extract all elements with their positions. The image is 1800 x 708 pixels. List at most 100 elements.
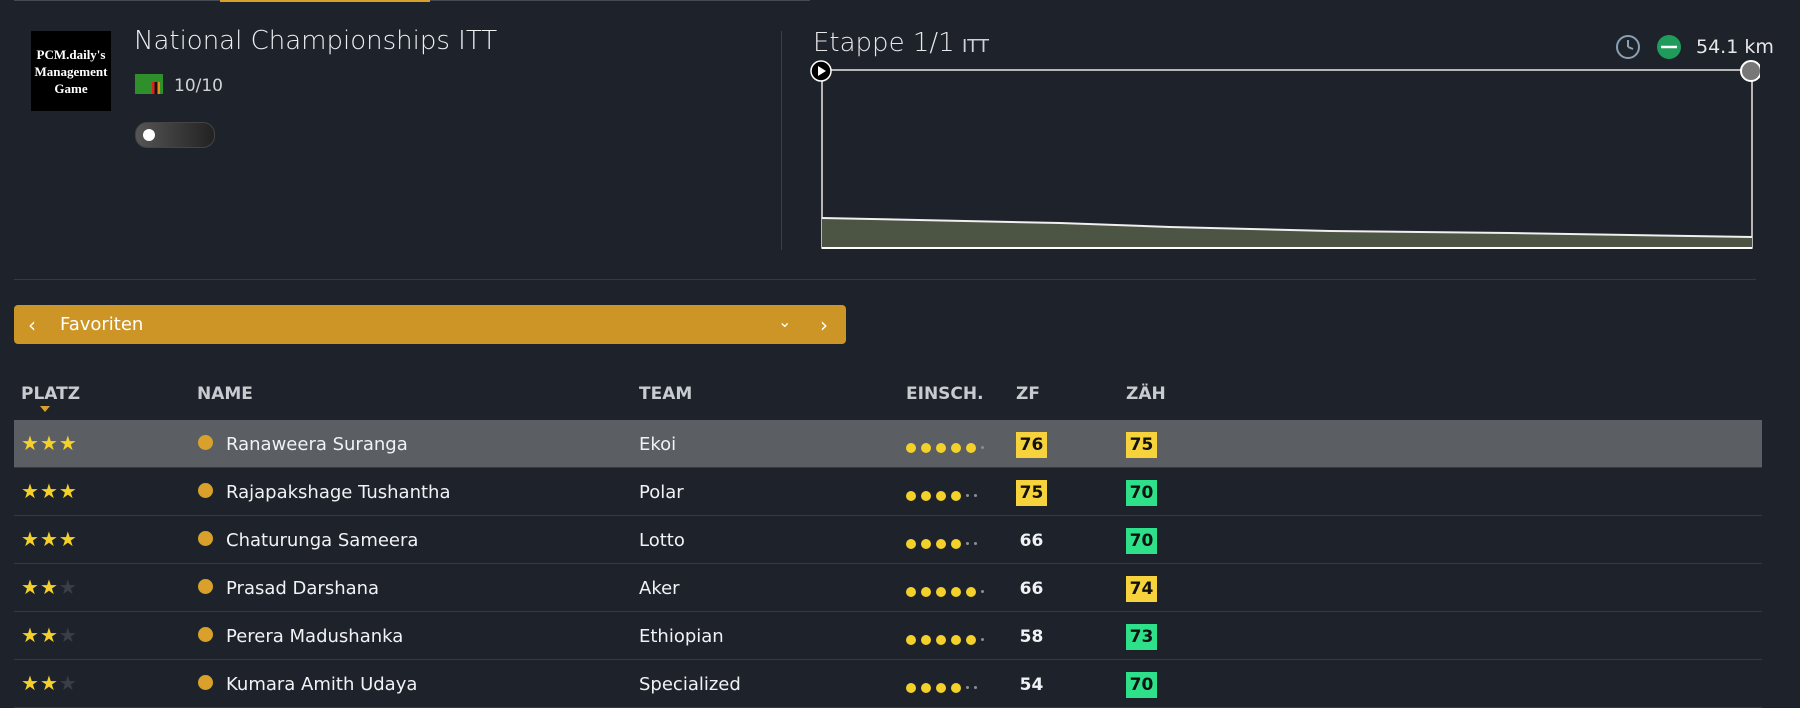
column-header[interactable]: TEAM: [639, 384, 693, 404]
column-header[interactable]: ZÄH: [1126, 384, 1166, 404]
stat-value: 76: [1016, 432, 1047, 458]
star: ★: [21, 575, 39, 599]
dot: [906, 586, 916, 597]
stat-value: 66: [1019, 579, 1044, 599]
rating-dots: [906, 485, 982, 504]
next-button[interactable]: ›: [820, 313, 828, 337]
stat-value: 54: [1019, 675, 1044, 695]
logo-text: Management: [34, 63, 108, 79]
rider-name[interactable]: Kumara Amith Udaya: [226, 674, 418, 695]
dot: [951, 442, 961, 453]
dot: [966, 542, 969, 545]
stat-value: 75: [1016, 480, 1047, 506]
stat-value: 74: [1126, 576, 1157, 602]
filter-label: Favoriten: [60, 314, 144, 335]
dot: [921, 538, 931, 549]
dot: [936, 586, 946, 597]
dot: [951, 538, 961, 549]
logo-text: Game: [54, 80, 88, 96]
dot: [981, 638, 984, 641]
stage-name: Etappe 1/1: [813, 28, 955, 58]
rider-name[interactable]: Perera Madushanka: [226, 626, 404, 647]
dot: [906, 634, 916, 645]
star: ★: [21, 527, 39, 551]
dot: [966, 686, 969, 689]
dot: [974, 542, 977, 545]
stat-value: 70: [1126, 480, 1157, 506]
rating-dots: [906, 629, 989, 648]
filter-bar[interactable]: [14, 305, 846, 344]
stars: ★★★: [21, 575, 78, 599]
logo: PCM.daily's Management Game: [31, 31, 111, 111]
dot: [906, 538, 916, 549]
stat-value: 70: [1126, 672, 1157, 698]
dot: [906, 682, 916, 693]
info-icon[interactable]: [198, 627, 213, 642]
dot: [921, 442, 931, 453]
column-header[interactable]: PLATZ: [21, 384, 81, 404]
star: ★: [39, 527, 58, 551]
divider: [781, 31, 782, 250]
dot: [936, 538, 946, 549]
star: ★: [39, 431, 58, 455]
row[interactable]: [14, 516, 1762, 564]
stage-icons: [1616, 35, 1681, 59]
team-name: Polar: [639, 482, 684, 503]
team-name: Ekoi: [639, 434, 677, 455]
stat-value: 75: [1126, 432, 1157, 458]
dot: [981, 446, 984, 449]
team-name: Aker: [639, 578, 680, 599]
dot: [906, 442, 916, 453]
info-icon[interactable]: [198, 435, 213, 450]
active-tab[interactable]: [220, 0, 430, 2]
rider-name[interactable]: Ranaweera Suranga: [226, 434, 408, 455]
row[interactable]: [14, 612, 1762, 660]
rider-name[interactable]: Chaturunga Sameera: [226, 530, 419, 551]
dot: [936, 634, 946, 645]
column-header[interactable]: ZF: [1016, 384, 1040, 404]
prev-button[interactable]: ‹: [28, 313, 36, 337]
star: ★: [39, 671, 58, 695]
rating: 10/10: [174, 76, 223, 96]
stage-distance: 54.1 km: [1696, 36, 1774, 58]
row[interactable]: [14, 468, 1762, 516]
race-title: National Championships ITT: [134, 26, 498, 56]
dot: [951, 682, 961, 693]
dot: [921, 682, 931, 693]
stars: ★★★: [21, 527, 78, 551]
rider-name[interactable]: Rajapakshage Tushantha: [226, 482, 451, 503]
row[interactable]: [14, 420, 1762, 468]
dot: [951, 490, 961, 501]
info-icon[interactable]: [198, 675, 213, 690]
column-header[interactable]: EINSCH.: [906, 384, 984, 404]
team-name: Lotto: [639, 530, 685, 551]
dot: [966, 634, 976, 645]
info-icon[interactable]: [198, 531, 213, 546]
star: ★: [58, 431, 77, 455]
toggle-knob: [143, 129, 155, 141]
star: ★: [21, 479, 39, 503]
info-icon[interactable]: [198, 483, 213, 498]
dot: [936, 490, 946, 501]
star: ★: [21, 623, 39, 647]
star: ★: [21, 671, 39, 695]
star: ★: [39, 479, 58, 503]
column-header[interactable]: NAME: [197, 384, 253, 404]
stat-value: 58: [1019, 627, 1044, 647]
stat-value: 70: [1126, 528, 1157, 554]
star: ★: [39, 575, 58, 599]
dot: [966, 494, 969, 497]
stars: ★★★: [21, 623, 78, 647]
dot: [951, 634, 961, 645]
star: ★: [58, 575, 77, 599]
team-name: Specialized: [639, 674, 741, 695]
toggle[interactable]: [135, 122, 215, 148]
rider-name[interactable]: Prasad Darshana: [226, 578, 380, 599]
stage-profile: [810, 60, 1760, 249]
dropdown-button[interactable]: ⌄: [778, 312, 792, 331]
info-icon[interactable]: [198, 579, 213, 594]
row[interactable]: [14, 564, 1762, 612]
rating-dots: [906, 581, 989, 600]
stage-type: ITT: [962, 36, 989, 57]
